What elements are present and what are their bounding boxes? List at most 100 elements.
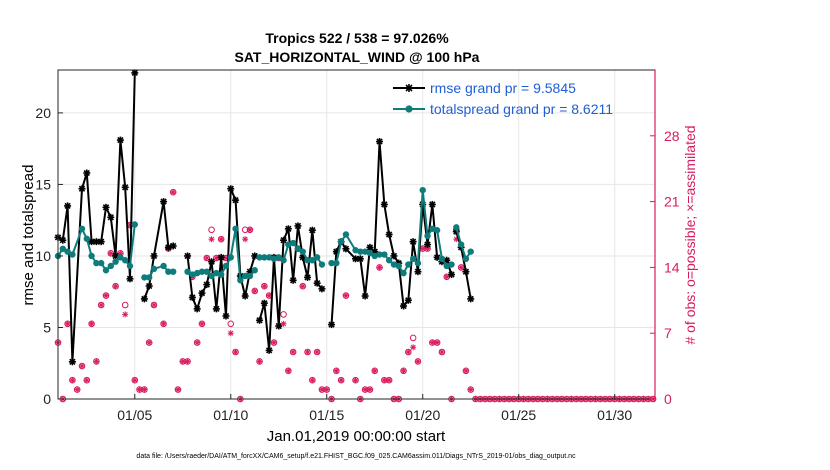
obs-assimilated-26 xyxy=(184,358,191,365)
totalspread-point-9 xyxy=(102,267,110,274)
rmse-point-51 xyxy=(328,321,336,329)
rmse-point-63 xyxy=(390,252,398,260)
totalspread-point-59 xyxy=(371,252,378,260)
y2-tick-label-4: 28 xyxy=(664,128,680,144)
y-tick-label-1: 5 xyxy=(43,319,51,335)
legend-rmse-marker xyxy=(405,84,413,92)
chart-title: Tropics 522 / 538 = 97.026% xyxy=(265,30,449,46)
obs-assimilated-8 xyxy=(93,358,100,365)
totalspread-point-63 xyxy=(390,261,398,268)
x-tick-label-5: 01/30 xyxy=(597,407,632,423)
obs-assimilated-3 xyxy=(69,377,76,384)
obs-assimilated-58 xyxy=(338,377,345,384)
rmse-point-61 xyxy=(380,200,388,208)
obs-assimilated-30 xyxy=(203,255,210,261)
y-axis-label: rmse and totalspread xyxy=(20,165,37,306)
footer-datafile: data file: /Users/raeder/DAI/ATM_forcXX/… xyxy=(136,453,576,460)
obs-assimilated-52 xyxy=(309,377,316,384)
totalspread-point-21 xyxy=(169,268,177,275)
obs-assimilated-53 xyxy=(314,349,321,355)
rmse-point-62 xyxy=(385,231,393,238)
rmse-point-29 xyxy=(217,253,225,261)
totalspread-point-23 xyxy=(189,271,196,278)
legend-item-rmse: rmse grand pr = 9.5845 xyxy=(393,80,576,96)
obs-assimilated-17 xyxy=(136,386,143,393)
obs-assimilated-57 xyxy=(333,367,340,374)
y2-tick-label-1: 7 xyxy=(664,325,672,341)
totalspread-point-39 xyxy=(265,254,273,261)
y-tick-label-0: 0 xyxy=(43,391,51,407)
totalspread-point-2 xyxy=(64,248,71,255)
obs-assimilated-63 xyxy=(366,386,373,393)
totalspread-point-70 xyxy=(424,232,431,240)
totalspread-point-12 xyxy=(117,254,124,261)
obs-assimilated-44 xyxy=(270,339,277,346)
rmse-point-34 xyxy=(241,292,249,300)
totalspread-point-30 xyxy=(222,262,230,270)
rmse-point-24 xyxy=(193,305,201,313)
rmse-point-15 xyxy=(131,69,139,77)
totalspread-point-48 xyxy=(309,257,316,264)
totalspread-point-5 xyxy=(83,235,90,242)
obs-assimilated-65 xyxy=(376,264,383,271)
rmse-point-38 xyxy=(260,299,268,307)
obs-assimilated-50 xyxy=(299,283,306,290)
totalspread-point-41 xyxy=(275,254,282,261)
rmse-point-37 xyxy=(256,316,264,324)
rmse-point-41 xyxy=(275,322,283,330)
totalspread-point-60 xyxy=(376,251,383,258)
totalspread-point-24 xyxy=(193,269,201,277)
totalspread-point-40 xyxy=(270,255,278,263)
plot-background xyxy=(58,70,655,399)
y-axis-left: 0 5 10 15 20 xyxy=(35,105,63,407)
obs-assimilated-14 xyxy=(122,311,129,318)
chart-subtitle: SAT_HORIZONTAL_WIND @ 100 hPa xyxy=(235,49,480,65)
rmse-point-47 xyxy=(304,273,312,281)
totalspread-point-29 xyxy=(217,271,225,278)
rmse-point-67 xyxy=(409,238,417,246)
totalspread-point-74 xyxy=(443,262,450,270)
rmse-point-14 xyxy=(126,275,134,283)
rmse-point-5 xyxy=(83,169,91,177)
totalspread-point-33 xyxy=(237,277,244,284)
obs-assimilated-6 xyxy=(83,377,90,384)
obs-assimilated-39 xyxy=(246,226,253,233)
y-tick-label-4: 20 xyxy=(35,105,51,121)
totalspread-point-66 xyxy=(405,261,412,268)
y-tick-label-3: 15 xyxy=(35,176,51,192)
rmse-point-30 xyxy=(222,312,230,320)
totalspread-point-34 xyxy=(241,272,249,280)
totalspread-point-28 xyxy=(213,269,220,277)
obs-assimilated-60 xyxy=(352,377,359,384)
rmse-point-19 xyxy=(160,198,168,206)
totalspread-point-42 xyxy=(280,257,287,264)
rmse-point-26 xyxy=(203,281,211,289)
legend-item-totalspread: totalspread grand pr = 8.6211 xyxy=(393,101,613,117)
obs-assimilated-67 xyxy=(386,377,393,384)
y-axis-right: 0 7 14 21 28 xyxy=(650,128,680,407)
obs-assimilated-23 xyxy=(170,189,177,196)
totalspread-point-62 xyxy=(385,257,393,264)
totalspread-point-7 xyxy=(93,259,100,267)
totalspread-point-75 xyxy=(448,261,455,268)
totalspread-point-17 xyxy=(145,274,153,281)
totalspread-point-57 xyxy=(361,248,369,255)
legend-totalspread-marker xyxy=(405,105,413,113)
obs-assimilated-83 xyxy=(462,367,469,374)
obs-assimilated-19 xyxy=(146,339,153,346)
series-1-line-5 xyxy=(455,227,472,260)
obs-assimilated-20 xyxy=(150,302,157,308)
series-0-line-3 xyxy=(258,224,323,352)
x-tick-label-2: 01/15 xyxy=(309,407,344,423)
totalspread-point-69 xyxy=(419,186,426,194)
obs-assimilated-71 xyxy=(405,349,412,355)
rmse-point-23 xyxy=(188,293,196,301)
totalspread-point-32 xyxy=(232,225,239,232)
rmse-point-2 xyxy=(64,202,72,210)
obs-possible-14 xyxy=(121,301,129,309)
obs-assimilated-9 xyxy=(98,302,105,308)
totalspread-point-46 xyxy=(299,248,306,255)
totalspread-point-79 xyxy=(467,248,474,255)
rmse-point-17 xyxy=(145,282,153,290)
